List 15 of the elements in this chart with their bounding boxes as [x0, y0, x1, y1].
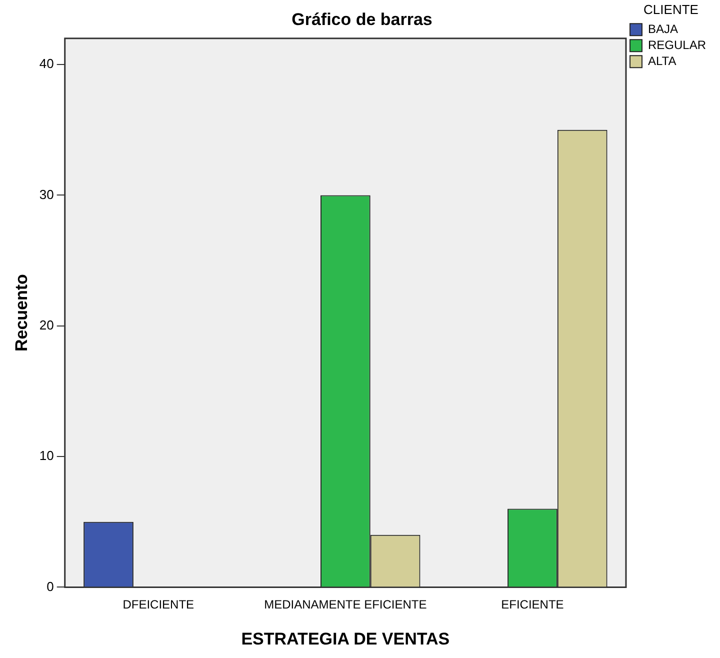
y-axis-title: Recuento [12, 274, 31, 352]
y-tick-label: 30 [39, 186, 54, 202]
y-tick-label: 10 [39, 448, 54, 464]
chart-title: Gráfico de barras [292, 10, 432, 29]
x-tick-label: EFICIENTE [501, 598, 564, 612]
x-axis-title: ESTRATEGIA DE VENTAS [241, 629, 450, 648]
legend-label: ALTA [648, 54, 676, 68]
x-tick-label: MEDIANAMENTE EFICIENTE [264, 598, 427, 612]
x-tick-label: DFEICIENTE [122, 598, 194, 612]
legend-label: REGULAR [648, 38, 706, 52]
y-tick-label: 20 [39, 317, 54, 332]
legend-title: CLIENTE [644, 2, 699, 18]
y-tick-label: 0 [46, 578, 54, 594]
y-tick-label: 40 [39, 56, 54, 72]
legend-label: BAJA [648, 22, 678, 36]
